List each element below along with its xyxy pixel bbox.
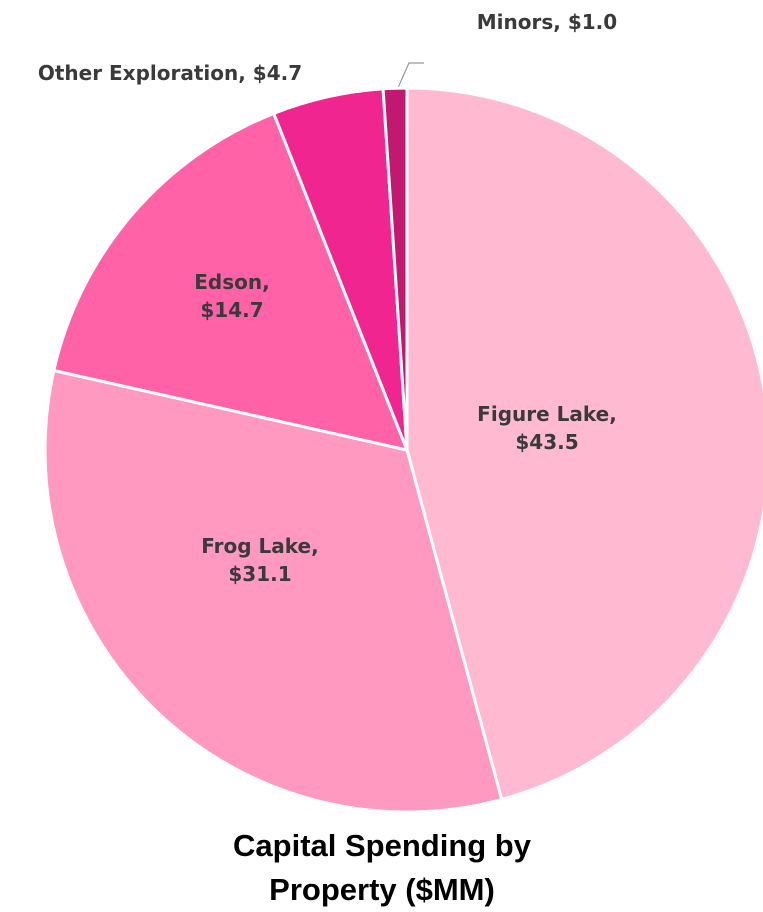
data-label: Minors, $1.0 [476,10,618,34]
pie-slice [405,86,763,802]
pie-slice [52,111,410,453]
data-label: Figure Lake, $43.5 [477,402,617,454]
leader-line [396,62,424,91]
data-label: Frog Lake, $31.1 [201,534,319,586]
pie-slice [43,368,504,814]
data-label: Other Exploration, $4.7 [37,61,303,85]
chart-title: Capital Spending by Property ($MM) [233,828,531,907]
data-label: Edson, $14.7 [194,270,270,322]
pie-slice [381,86,409,451]
